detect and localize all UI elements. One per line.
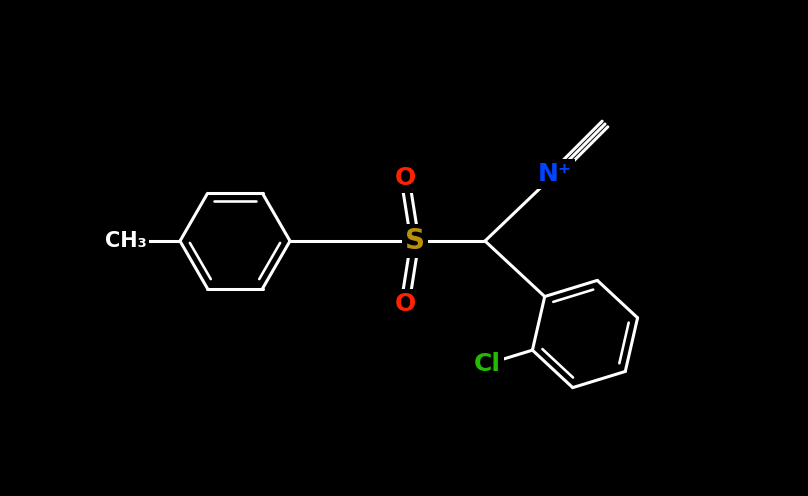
Text: O: O — [394, 292, 415, 316]
Text: Cl: Cl — [474, 352, 501, 376]
Text: CH₃: CH₃ — [105, 231, 146, 251]
Text: N⁺: N⁺ — [538, 162, 572, 186]
Text: O: O — [394, 166, 415, 190]
Text: S: S — [405, 227, 425, 255]
